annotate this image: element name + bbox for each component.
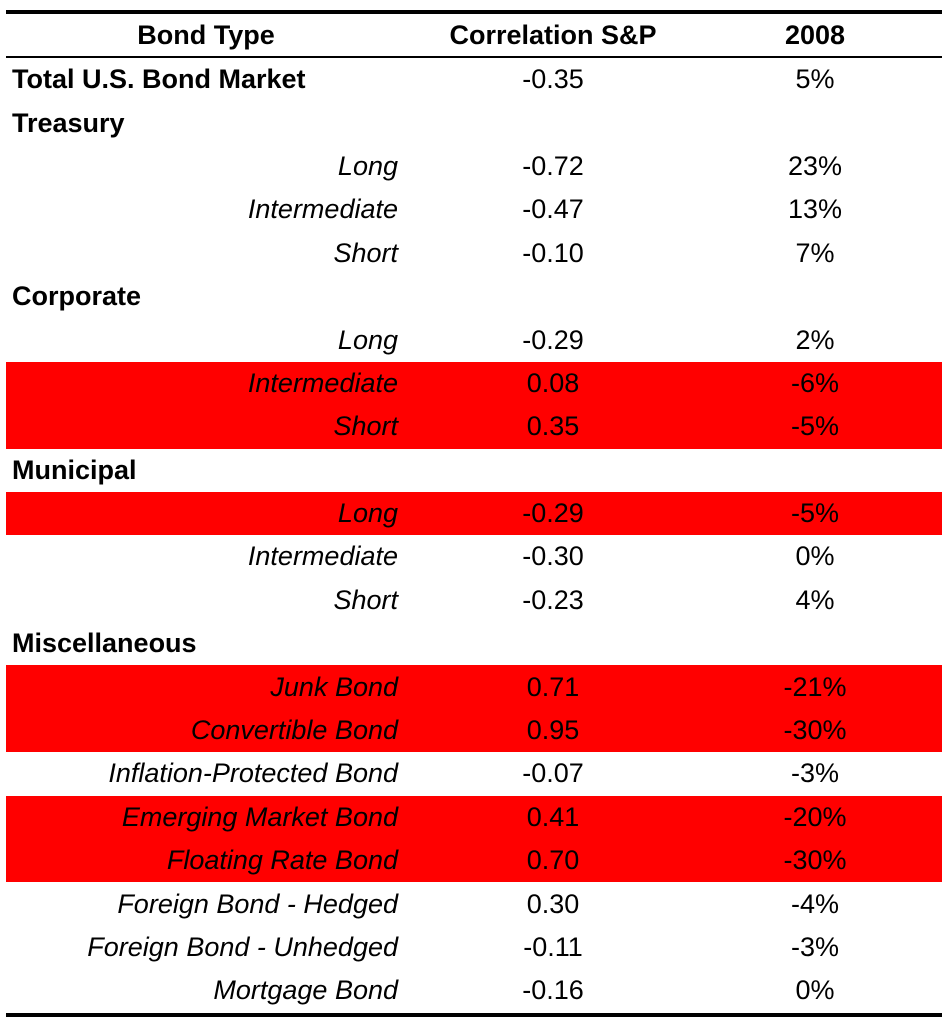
bond-type-cell: Long bbox=[337, 324, 398, 355]
table-row: Short 0.35 -5% bbox=[6, 405, 942, 449]
return-2008-cell bbox=[688, 101, 942, 144]
correlation-cell: 0.71 bbox=[526, 671, 580, 702]
bond-type-cell: Intermediate bbox=[247, 541, 398, 572]
return-2008-cell: -30% bbox=[783, 845, 847, 876]
bond-type-cell: Inflation-Protected Bond bbox=[108, 758, 398, 789]
correlation-cell: -0.29 bbox=[522, 498, 584, 529]
return-2008-cell bbox=[688, 622, 942, 665]
return-2008-cell: 0% bbox=[795, 975, 835, 1006]
bond-type-cell: Convertible Bond bbox=[190, 715, 398, 746]
correlation-cell: 0.95 bbox=[526, 715, 580, 746]
group-name-cell: Total U.S. Bond Market bbox=[12, 64, 306, 95]
table-row: Long -0.29 2% bbox=[6, 318, 942, 361]
bond-type-cell: Long bbox=[337, 498, 398, 529]
correlation-cell: -0.30 bbox=[522, 541, 584, 572]
correlation-cell: 0.08 bbox=[526, 367, 580, 398]
group-name-cell: Treasury bbox=[12, 107, 125, 138]
bond-type-cell: Intermediate bbox=[247, 367, 398, 398]
table-row: Emerging Market Bond 0.41 -20% bbox=[6, 795, 942, 840]
correlation-cell: -0.16 bbox=[522, 975, 584, 1006]
return-2008-cell: -6% bbox=[790, 367, 839, 398]
header-bond-type: Bond Type bbox=[137, 19, 275, 50]
bond-type-cell: Mortgage Bond bbox=[213, 975, 398, 1006]
bond-type-cell: Short bbox=[333, 584, 398, 615]
bond-table: Bond Type Correlation S&P 2008 Total U.S… bbox=[6, 10, 942, 1017]
return-2008-cell: 23% bbox=[787, 150, 843, 181]
table-row: Total U.S. Bond Market -0.35 5% bbox=[6, 58, 942, 101]
correlation-cell: -0.07 bbox=[522, 758, 584, 789]
bond-type-cell: Short bbox=[333, 237, 398, 268]
group-name-cell: Corporate bbox=[12, 281, 142, 312]
return-2008-cell: -5% bbox=[790, 498, 839, 529]
correlation-cell: 0.30 bbox=[526, 888, 580, 919]
return-2008-cell bbox=[688, 275, 942, 318]
correlation-cell: 0.41 bbox=[526, 801, 580, 832]
correlation-cell: -0.29 bbox=[522, 324, 584, 355]
header-2008: 2008 bbox=[784, 19, 846, 50]
table-row: Convertible Bond 0.95 -30% bbox=[6, 708, 942, 753]
table-row: Intermediate 0.08 -6% bbox=[6, 361, 942, 406]
return-2008-cell: -3% bbox=[790, 758, 839, 789]
correlation-cell: -0.10 bbox=[522, 237, 584, 268]
table-row: Mortgage Bond -0.16 0% bbox=[6, 969, 942, 1012]
group-name-cell: Municipal bbox=[12, 454, 137, 485]
bond-type-cell: Foreign Bond - Hedged bbox=[117, 888, 398, 919]
table-row: Intermediate -0.47 13% bbox=[6, 188, 942, 231]
bond-type-cell: Intermediate bbox=[247, 194, 398, 225]
group-name-cell: Miscellaneous bbox=[12, 628, 197, 659]
table-row: Miscellaneous bbox=[6, 622, 942, 665]
bond-type-cell: Short bbox=[333, 411, 398, 442]
header-rule bbox=[6, 56, 942, 58]
table-row: Municipal bbox=[6, 449, 942, 492]
table-row: Long -0.72 23% bbox=[6, 145, 942, 188]
table-row: Long -0.29 -5% bbox=[6, 491, 942, 536]
correlation-cell bbox=[418, 449, 688, 492]
table-row: Intermediate -0.30 0% bbox=[6, 535, 942, 578]
table-row: Junk Bond 0.71 -21% bbox=[6, 665, 942, 709]
correlation-cell: -0.47 bbox=[522, 194, 584, 225]
return-2008-cell: 0% bbox=[795, 541, 835, 572]
return-2008-cell: -20% bbox=[783, 801, 847, 832]
correlation-cell: -0.35 bbox=[522, 64, 584, 95]
header-row: Bond Type Correlation S&P 2008 bbox=[6, 14, 942, 56]
correlation-cell: -0.72 bbox=[522, 150, 584, 181]
correlation-cell bbox=[418, 622, 688, 665]
correlation-cell: 0.35 bbox=[526, 411, 580, 442]
return-2008-cell: 13% bbox=[787, 194, 843, 225]
return-2008-cell: 4% bbox=[795, 584, 835, 615]
table-row: Short -0.10 7% bbox=[6, 232, 942, 275]
return-2008-cell: 5% bbox=[795, 64, 835, 95]
table-row: Foreign Bond - Unhedged -0.11 -3% bbox=[6, 926, 942, 969]
table-row: Short -0.23 4% bbox=[6, 579, 942, 622]
bond-type-cell: Foreign Bond - Unhedged bbox=[87, 932, 398, 962]
correlation-cell: 0.70 bbox=[526, 845, 580, 876]
correlation-cell bbox=[418, 101, 688, 144]
table-row: Inflation-Protected Bond -0.07 -3% bbox=[6, 752, 942, 795]
table-bottom-rule bbox=[6, 1012, 942, 1017]
table-row: Foreign Bond - Hedged 0.30 -4% bbox=[6, 882, 942, 925]
table-row: Treasury bbox=[6, 101, 942, 144]
return-2008-cell: -5% bbox=[790, 411, 839, 442]
return-2008-cell bbox=[688, 449, 942, 492]
return-2008-cell: -21% bbox=[783, 671, 847, 702]
header-correlation: Correlation S&P bbox=[449, 19, 657, 50]
bond-type-cell: Junk Bond bbox=[270, 671, 398, 702]
table-top-rule bbox=[6, 10, 942, 14]
correlation-cell bbox=[418, 275, 688, 318]
correlation-cell: -0.11 bbox=[523, 932, 583, 962]
table-row: Floating Rate Bond 0.70 -30% bbox=[6, 839, 942, 883]
return-2008-cell: -3% bbox=[790, 932, 839, 962]
table-row: Corporate bbox=[6, 275, 942, 318]
correlation-cell: -0.23 bbox=[522, 584, 584, 615]
return-2008-cell: -4% bbox=[790, 888, 839, 919]
return-2008-cell: -30% bbox=[783, 715, 847, 746]
bond-type-cell: Long bbox=[337, 150, 398, 181]
bond-type-cell: Floating Rate Bond bbox=[166, 845, 398, 876]
return-2008-cell: 2% bbox=[795, 324, 835, 355]
bond-type-cell: Emerging Market Bond bbox=[121, 801, 398, 832]
table-body: Total U.S. Bond Market -0.35 5% Treasury Lon… bbox=[6, 58, 942, 1013]
return-2008-cell: 7% bbox=[795, 237, 835, 268]
